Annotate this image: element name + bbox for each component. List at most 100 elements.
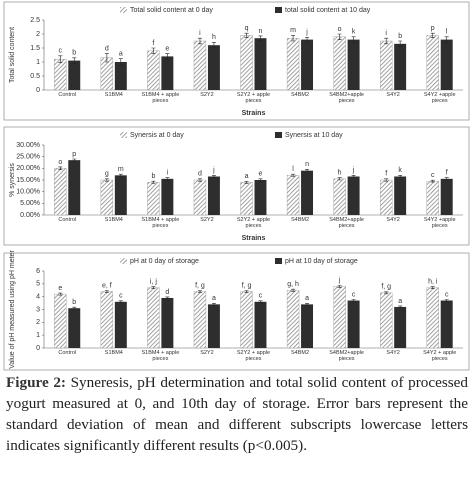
bar [301,39,314,90]
data-label: c [259,293,263,300]
legend-label: Total solid content at 0 day [130,7,213,14]
y-axis-title: Value of pH measured using pH meter [9,250,16,369]
data-label: f [385,171,387,178]
error-bar [72,158,77,162]
caption-text: Syneresis, pH determination and total so… [6,374,468,454]
x-tick-label: S4Y2 +apple pieces [423,217,456,229]
error-bar [430,179,435,183]
bar [100,179,114,216]
bar [114,62,127,90]
x-tick-label: S1BM4 [104,92,123,98]
bar [380,179,393,216]
data-label: a [398,298,402,305]
bar [207,45,220,90]
data-label: o [338,26,342,33]
x-tick-label-box: S4BM2 [291,92,309,98]
data-label: j [305,29,308,36]
data-label: a [305,295,309,302]
error-bar [430,32,435,38]
x-tick-label-box: S2Y2 + apple pieces [237,217,270,229]
error-bar [305,37,310,43]
error-bar [258,300,263,304]
data-label: i [385,30,387,37]
y-tick-label: 15.00% [16,177,40,184]
bar [333,286,346,349]
legend-label: pH at 0 day of storage [130,258,199,265]
panel-frame [3,126,470,246]
data-label: c [352,291,356,298]
x-tick-label: S2Y2 [200,217,214,223]
x-tick-label-box: S4Y2 +apple pieces [423,217,456,229]
bar [240,35,253,91]
bar [286,38,300,91]
error-bar [197,290,202,293]
x-tick-label: S1BM4 [104,350,123,356]
data-label: f, g [381,284,391,291]
bar [147,287,160,349]
error-bar [444,177,449,181]
bar [301,304,314,348]
y-axis-title: % synersis [9,163,16,197]
data-label: i [167,170,169,177]
legend-label: pH at 10 day of storage [285,258,358,265]
y-tick-label: 3 [36,306,40,313]
error-bar [351,36,356,43]
bar [347,176,360,215]
x-tick-label-box: S1BM4 + apple pieces [141,217,180,229]
error-bar [104,290,109,293]
error-bar [72,57,77,64]
data-label: g [105,171,109,178]
x-tick-label-box: Control [58,217,76,223]
legend-swatch [120,258,127,264]
error-bar [165,53,170,60]
x-tick-label: S2Y2 + apple pieces [236,350,271,362]
y-tick-label: 2 [36,31,40,38]
bar [54,168,67,216]
bar [394,43,407,90]
x-tick-label: S1BM4 + apple pieces [141,350,180,362]
bar [100,57,114,91]
bar [440,178,453,215]
x-tick-label-box: Control [58,350,76,356]
y-tick-label: 10.00% [16,189,40,196]
error-bar [244,181,249,184]
data-label: m [290,27,296,34]
x-tick-label-box: S4BM2+apple pieces [329,217,364,229]
x-tick-label-box: S4Y2 [386,92,399,98]
y-tick-label: 5.00% [20,200,40,207]
y-tick-label: 4 [36,294,40,301]
data-label: e [165,45,169,52]
error-bar [398,175,403,178]
bar [440,300,453,348]
x-tick-label-box: S4BM2+apple pieces [329,350,364,362]
bar [440,39,453,90]
legend-swatch [275,132,282,138]
bar [114,175,127,215]
error-bar [258,35,263,41]
data-label: q [245,25,249,32]
x-tick-label: Control [58,92,77,98]
data-label: b [398,33,402,40]
legend-swatch [120,132,127,138]
x-tick-label-box: S1BM4 + apple pieces [142,92,180,104]
error-bar [430,286,435,290]
x-tick-label: S1BM4 + apple pieces [141,217,180,229]
x-tick-label-box: S4Y2 + apple pieces [423,350,456,362]
data-label: i, j [150,279,157,286]
bar [240,291,253,349]
bar [147,50,160,91]
y-tick-label: 1 [36,332,40,339]
data-label: c [445,291,449,298]
error-bar [337,177,342,181]
legend-label: Synersis at 0 day [130,132,184,139]
error-bar [197,37,202,45]
error-bar [72,306,77,310]
x-axis-title: Strains [242,235,266,242]
data-label: b [72,50,76,57]
x-tick-label-box: S2Y2 [200,217,214,223]
bar [207,304,220,348]
error-bar [58,292,63,296]
bar [147,182,160,216]
x-tick-label-box: S4BM2 [291,350,309,356]
error-bar [351,175,356,178]
